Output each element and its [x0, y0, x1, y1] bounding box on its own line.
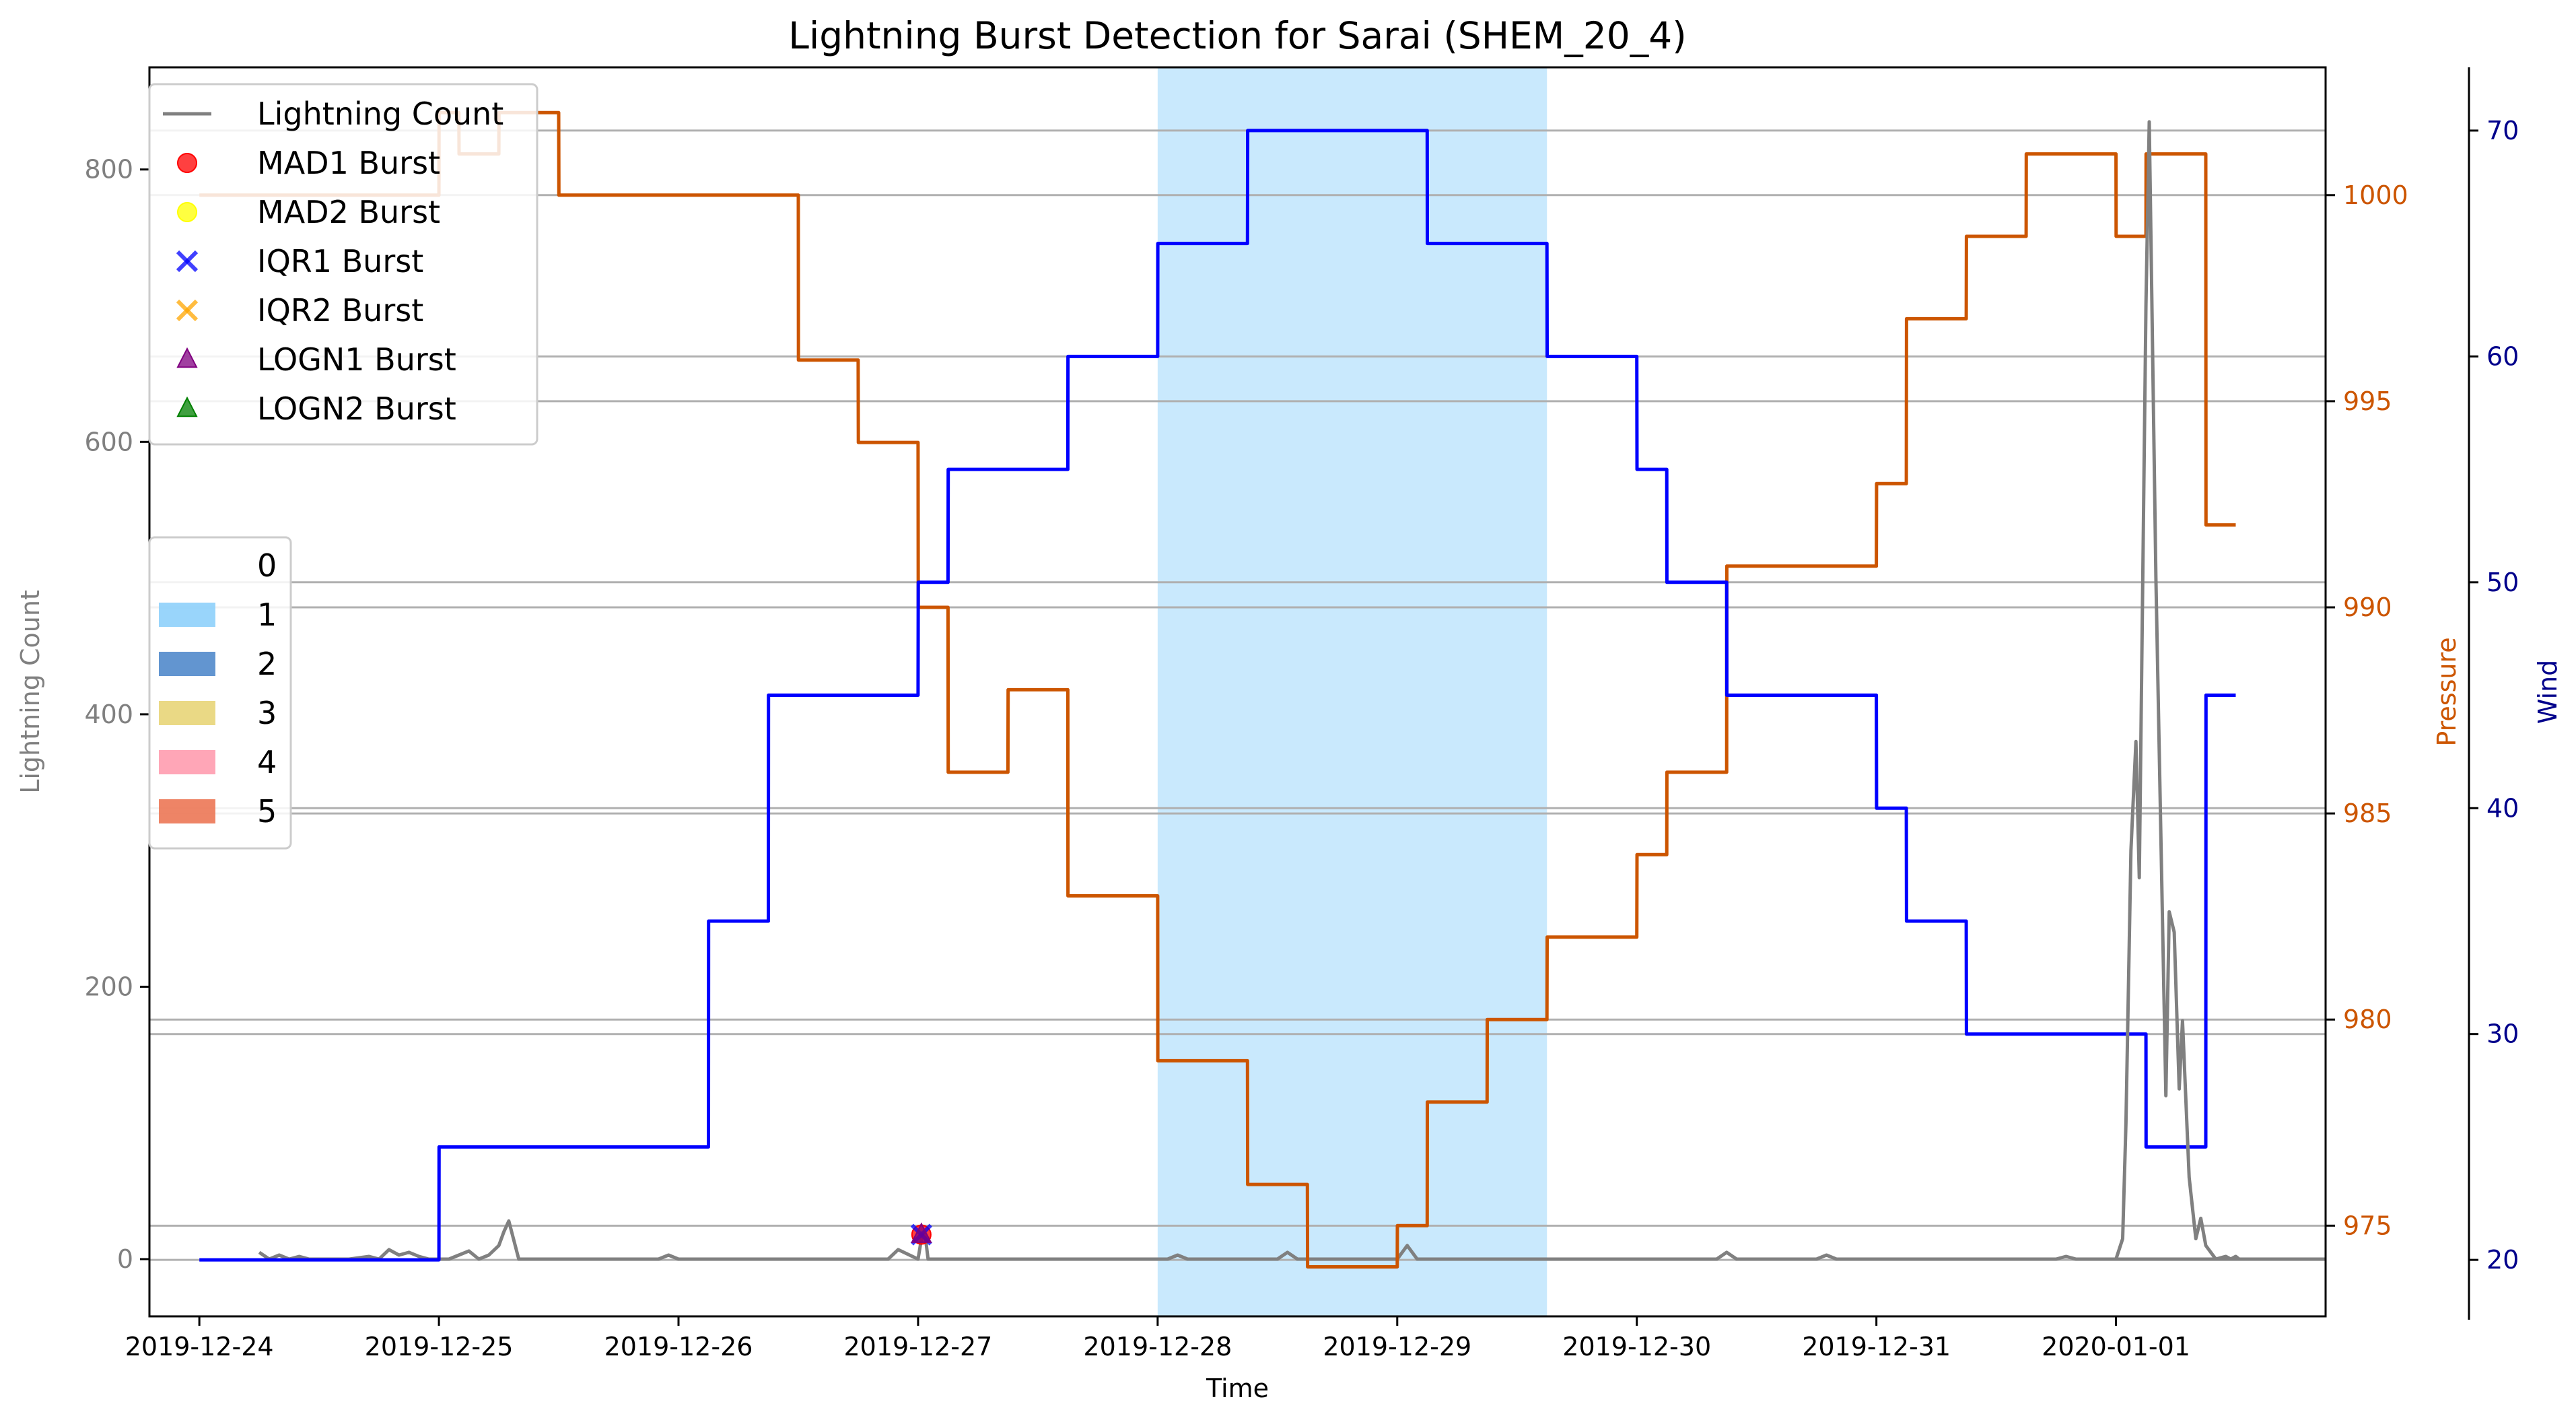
- series-line-lightning-count-late-burst: [2114, 120, 2241, 1261]
- series-line-pressure: [199, 110, 2236, 1269]
- lightning-count-axis-label: Lightning Count: [15, 590, 45, 794]
- count-tick-label: 0: [117, 1244, 133, 1274]
- legend-entry-iqr2-burst-swatch-stroke-b: [176, 299, 199, 322]
- legend-entry-logn2-burst-swatch: [176, 396, 198, 417]
- legend-category-5-swatch: [159, 799, 215, 823]
- count-tick-label: 400: [84, 700, 133, 729]
- legend-entry-mad1-burst-label: MAD1 Burst: [257, 145, 440, 181]
- x-axis-label: Time: [1206, 1374, 1269, 1403]
- legend-category-5-label: 5: [257, 793, 277, 830]
- pressure-tick-label: 1000: [2343, 180, 2408, 210]
- series-line-wind: [199, 129, 2236, 1262]
- legend-entry-logn1-burst-swatch: [176, 347, 198, 368]
- legend-category-3-swatch: [159, 701, 215, 725]
- legend-entry-mad2-burst-swatch: [177, 202, 197, 222]
- highlight-span-category-1: [1157, 67, 1547, 1316]
- legend-category-2-label: 2: [257, 646, 277, 682]
- legend-category-1-label: 1: [257, 597, 277, 633]
- legend-entry-iqr2-burst-swatch: [176, 299, 199, 322]
- legend-entry-iqr1-burst-swatch: [176, 250, 199, 273]
- legend-category-4-label: 4: [257, 744, 277, 780]
- pressure-tick-label: 985: [2343, 799, 2392, 828]
- legend-entry-mad1-burst-swatch: [177, 153, 197, 173]
- legend-entry-iqr1-burst-label: IQR1 Burst: [257, 243, 423, 279]
- wind-tick-label: 20: [2486, 1245, 2519, 1275]
- x-tick-label: 2019-12-28: [1083, 1332, 1232, 1361]
- wind-tick-label: 60: [2486, 341, 2519, 371]
- legend-entry-mad2-burst-label: MAD2 Burst: [257, 194, 440, 230]
- x-tick-label: 2019-12-30: [1562, 1332, 1711, 1361]
- chart-title: Lightning Burst Detection for Sarai (SHE…: [788, 14, 1686, 57]
- legend-entry-logn2-burst-label: LOGN2 Burst: [257, 391, 456, 427]
- wind-tick-label: 50: [2486, 568, 2519, 597]
- grid-layer: [149, 129, 2326, 1261]
- wind-axis-label: Wind: [2533, 660, 2563, 724]
- x-tick-label: 2019-12-31: [1802, 1332, 1951, 1361]
- legend-entry-iqr2-burst-label: IQR2 Burst: [257, 292, 423, 329]
- pressure-tick-label: 990: [2343, 593, 2392, 622]
- wind-tick-label: 70: [2486, 116, 2519, 145]
- x-tick-label: 2019-12-27: [844, 1332, 993, 1361]
- legend-category-0-label: 0: [257, 547, 277, 584]
- highlight-layer: [1157, 67, 1547, 1316]
- legend-category: 0 1 2 3 4 5: [148, 536, 292, 850]
- legend-category-4-swatch: [159, 750, 215, 774]
- legend-category-2-swatch: [159, 652, 215, 676]
- legend-entry-lightning-count-label: Lightning Count: [257, 96, 503, 132]
- series-layer: [199, 110, 2326, 1269]
- wind-tick-label: 30: [2486, 1019, 2519, 1049]
- legend-series: Lightning Count MAD1 Burst MAD2 Burst IQR1 …: [148, 83, 538, 446]
- x-tick-label: 2019-12-26: [604, 1332, 753, 1361]
- legend-entry-logn1-burst-label: LOGN1 Burst: [257, 341, 456, 378]
- legend-series-frame: [148, 83, 538, 446]
- count-tick-label: 600: [84, 427, 133, 457]
- pressure-axis-label: Pressure: [2432, 637, 2462, 746]
- pressure-tick-label: 980: [2343, 1005, 2392, 1034]
- pressure-tick-label: 975: [2343, 1211, 2392, 1240]
- count-tick-label: 200: [84, 972, 133, 1001]
- legend-entry-iqr1-burst-swatch-stroke-b: [176, 250, 199, 273]
- pressure-tick-label: 995: [2343, 386, 2392, 416]
- wind-tick-label: 40: [2486, 793, 2519, 823]
- count-tick-label: 800: [84, 155, 133, 184]
- x-tick-label: 2019-12-24: [125, 1332, 274, 1361]
- x-tick-label: 2019-12-29: [1323, 1332, 1471, 1361]
- series-line-lightning-count: [258, 1219, 2326, 1261]
- legend-category-1-swatch: [159, 603, 215, 627]
- legend-category-3-label: 3: [257, 695, 277, 731]
- x-tick-label: 2020-01-01: [2042, 1332, 2190, 1361]
- burst-marker-logn1-burst: [911, 1222, 932, 1243]
- x-tick-label: 2019-12-25: [365, 1332, 514, 1361]
- marker-layer: [910, 1222, 932, 1246]
